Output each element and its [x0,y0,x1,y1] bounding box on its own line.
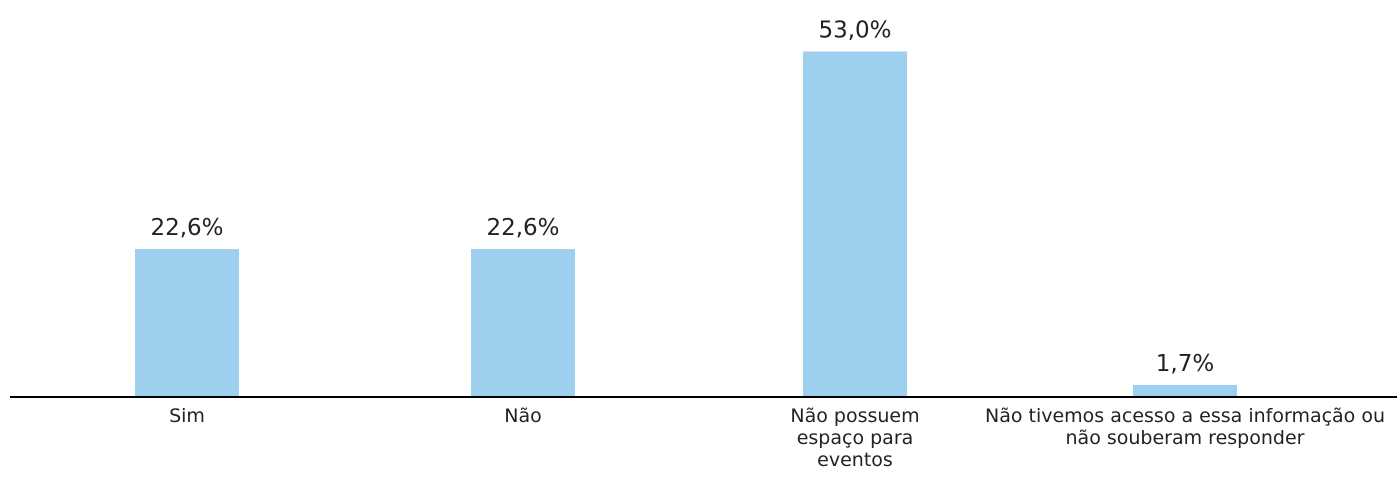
bar [1133,384,1237,396]
value-label: 22,6% [486,215,559,241]
category-label: Não possuem espaço para eventos [790,405,920,471]
category-label: Sim [169,405,205,427]
bar [135,249,239,396]
category-label: Não tivemos acesso a essa informação ou … [984,405,1386,449]
value-label: 22,6% [150,215,223,241]
value-label: 53,0% [818,18,891,44]
value-label: 1,7% [1156,351,1214,377]
bar [471,249,575,396]
bar [803,51,907,396]
category-label: Não [504,405,542,427]
